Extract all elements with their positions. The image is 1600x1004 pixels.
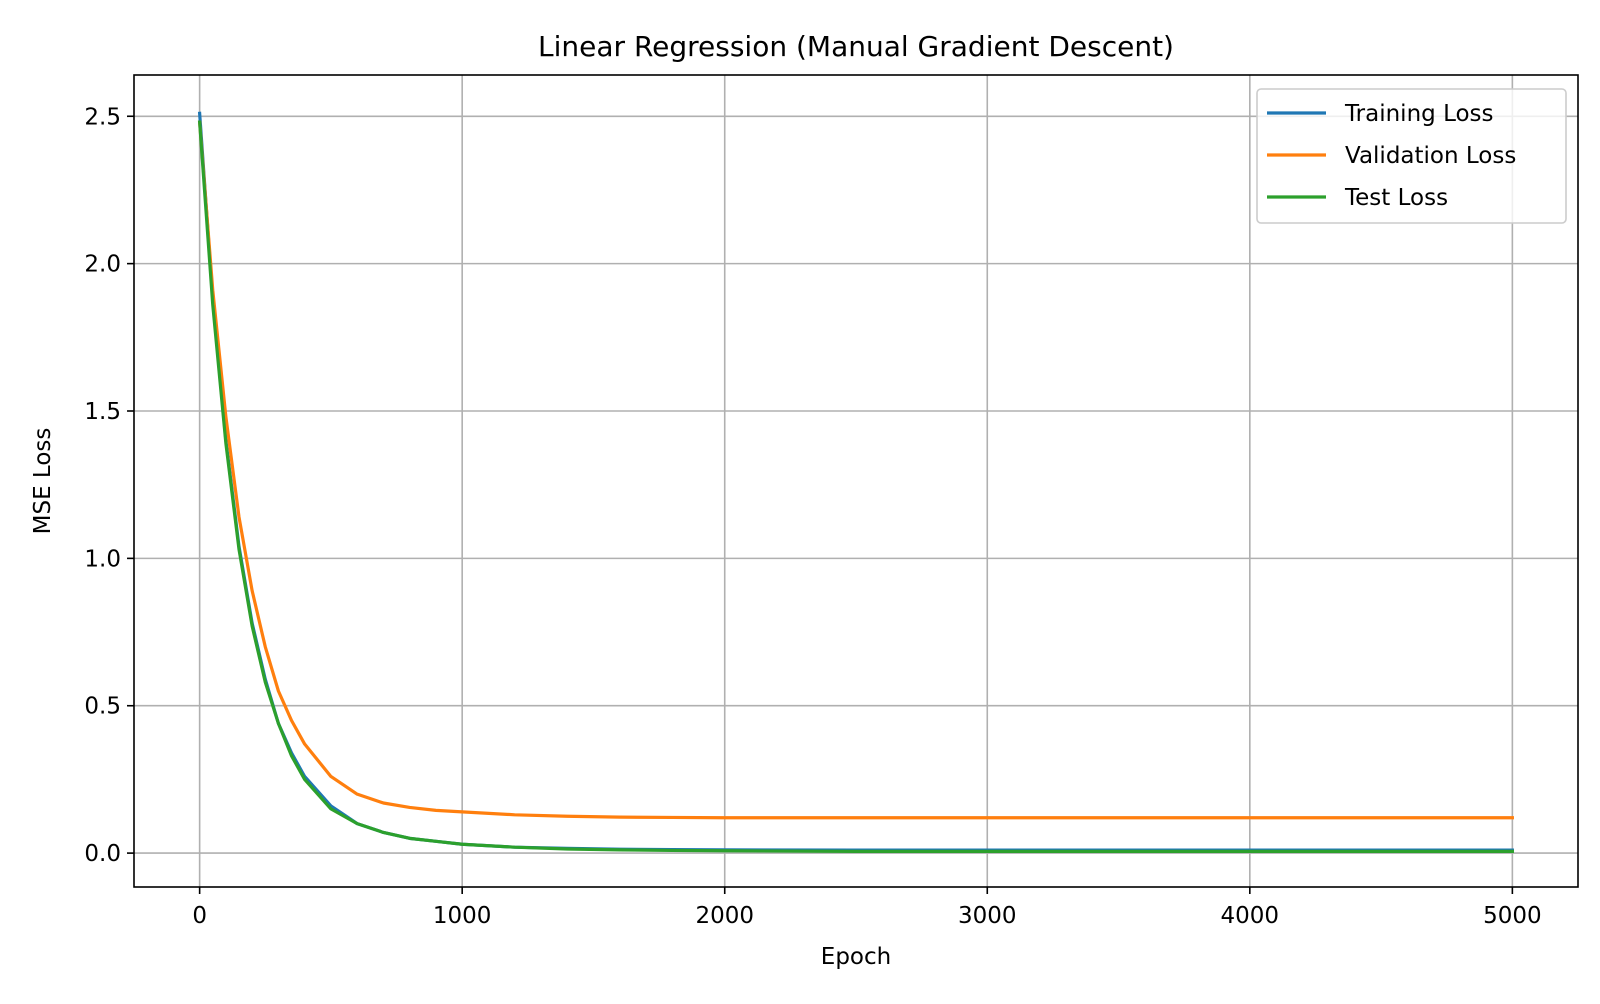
chart-title: Linear Regression (Manual Gradient Desce… [538, 30, 1174, 63]
x-tick-label: 2000 [695, 903, 754, 929]
series-lines [197, 111, 1514, 853]
y-tick-label: 2.5 [84, 104, 121, 130]
legend-label-validation-loss: Validation Loss [1345, 143, 1516, 169]
x-tick-label: 0 [192, 903, 207, 929]
y-tick-label: 2.0 [84, 252, 121, 278]
x-tick-label: 5000 [1483, 903, 1542, 929]
series-line-validation-loss [197, 120, 1514, 820]
x-axis-label: Epoch [821, 944, 891, 970]
ticks: 0 1000 2000 3000 4000 5000 0.0 0.5 1.0 1.5 2.0 2.5 [84, 104, 1541, 929]
y-tick-label: 0.0 [84, 841, 121, 867]
y-tick-label: 0.5 [84, 694, 121, 720]
x-tick-label: 4000 [1221, 903, 1280, 929]
series-line-test-loss [197, 120, 1514, 853]
x-tick-label: 3000 [958, 903, 1017, 929]
legend-label-training-loss: Training Loss [1344, 101, 1494, 127]
legend-box [1256, 88, 1567, 224]
axes-frame [133, 74, 1579, 888]
y-axis-label: MSE Loss [30, 428, 56, 535]
x-tick-label: 1000 [433, 903, 492, 929]
y-tick-label: 1.0 [84, 546, 121, 572]
legend-label-test-loss: Test Loss [1344, 185, 1448, 211]
legend: Training Loss Validation Loss Test Loss [1256, 88, 1567, 224]
series-line-training-loss [197, 111, 1514, 852]
y-tick-label: 1.5 [84, 399, 121, 425]
